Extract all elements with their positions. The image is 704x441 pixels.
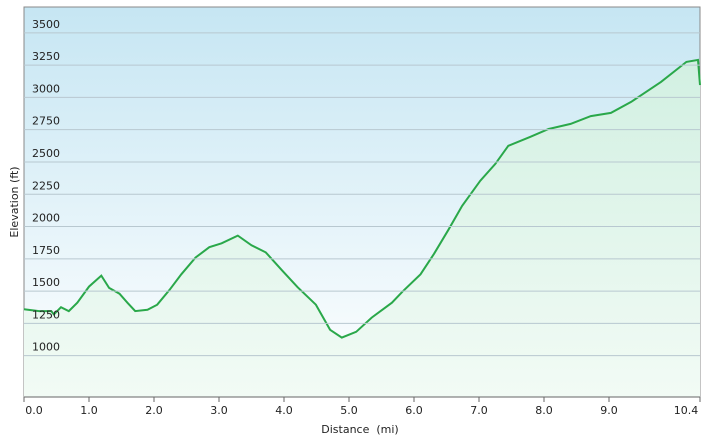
y-tick-label: 3250 xyxy=(32,50,60,63)
y-tick-label: 2250 xyxy=(32,179,60,192)
x-tick-label: 1.0 xyxy=(80,404,98,417)
x-tick-label: 2.0 xyxy=(145,404,163,417)
y-tick-label: 1000 xyxy=(32,341,60,354)
y-tick-label: 2500 xyxy=(32,147,60,160)
x-tick-label: 3.0 xyxy=(210,404,228,417)
elevation-line xyxy=(23,58,701,339)
x-tick-label: 10.4 xyxy=(674,404,699,417)
y-axis-title: Elevation (ft) xyxy=(8,166,21,237)
y-tick-label: 1500 xyxy=(32,276,60,289)
x-tick-label: 5.0 xyxy=(340,404,358,417)
y-tick-label: 3000 xyxy=(32,82,60,95)
x-tick-label: 8.0 xyxy=(535,404,553,417)
x-tick-label: 0.0 xyxy=(25,404,43,417)
x-tick-label: 7.0 xyxy=(470,404,488,417)
area-fill xyxy=(24,59,700,398)
x-tick-label: 4.0 xyxy=(275,404,293,417)
x-tick-label: 6.0 xyxy=(405,404,423,417)
y-tick-label: 1750 xyxy=(32,244,60,257)
y-tick-label: 1250 xyxy=(32,308,60,321)
y-tick-label: 2750 xyxy=(32,115,60,128)
x-tick-label: 9.0 xyxy=(600,404,618,417)
y-tick-label: 3500 xyxy=(32,18,60,31)
x-axis-title: Distance (mi) xyxy=(321,423,398,436)
y-tick-label: 2000 xyxy=(32,212,60,225)
